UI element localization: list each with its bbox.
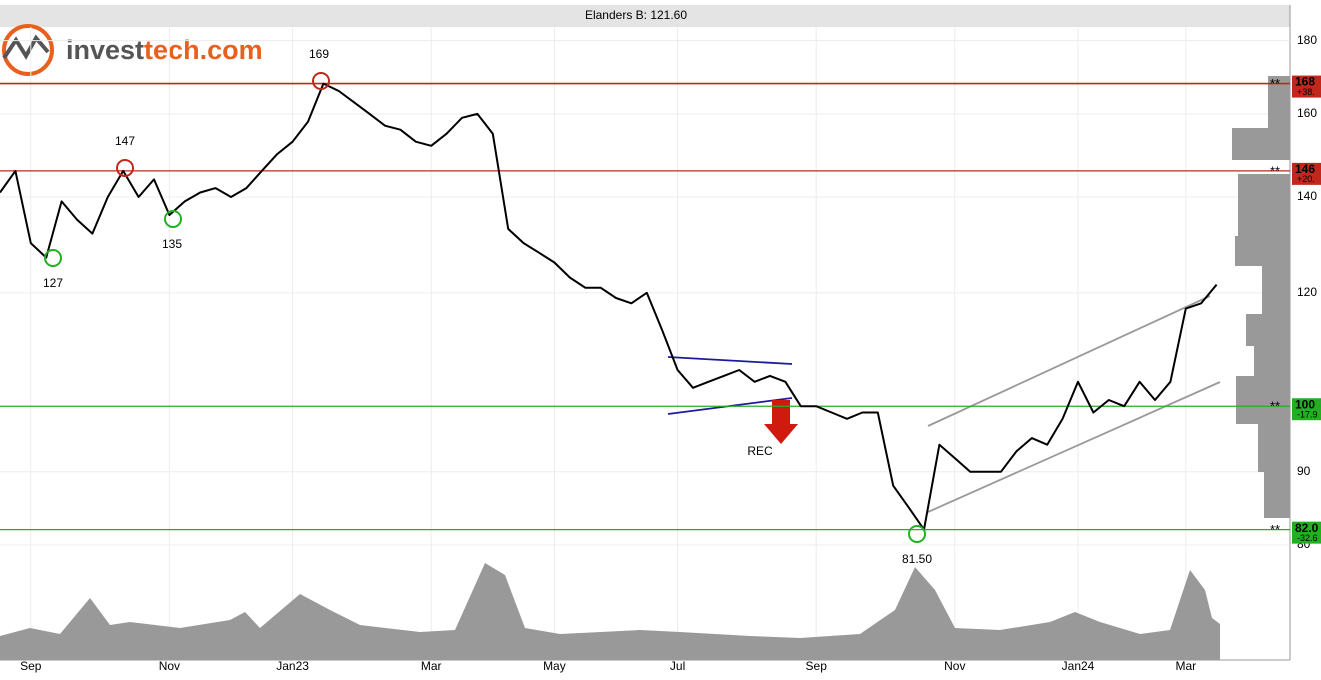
signal-circle	[116, 159, 134, 177]
x-tick-label: Jan23	[276, 659, 309, 673]
x-tick-label: May	[543, 659, 566, 673]
level-tag	[1292, 75, 1321, 98]
x-tick-label: Sep	[806, 659, 828, 673]
profile-bar	[1264, 472, 1290, 518]
logo-text: investtech.com	[66, 35, 263, 65]
y-tick-label: 90	[1297, 464, 1311, 478]
y-tick-label: 160	[1297, 106, 1317, 120]
volume-area	[0, 563, 1220, 660]
y-tick-label: 120	[1297, 285, 1317, 299]
annotation: 127	[43, 276, 63, 290]
channel-line	[927, 381, 1221, 513]
level-marker: **	[1270, 163, 1280, 178]
x-tick-label: Nov	[944, 659, 965, 673]
annotation: 147	[115, 134, 135, 148]
profile-bar	[1254, 346, 1290, 376]
annotation: 135	[162, 237, 182, 251]
y-tick-label: 140	[1297, 189, 1317, 203]
x-tick-label: Jul	[670, 659, 685, 673]
signal-circle	[908, 525, 926, 543]
level-label: 100	[1295, 397, 1315, 411]
profile-bar	[1262, 266, 1290, 314]
profile-bar	[1232, 128, 1290, 160]
level-marker: **	[1270, 522, 1280, 537]
profile-bar	[1246, 314, 1290, 346]
level-change: -32.6	[1297, 533, 1318, 543]
y-tick-label: 180	[1297, 33, 1317, 47]
annotation: 169	[309, 47, 329, 61]
level-change: -17.9	[1297, 410, 1318, 420]
triangle-line	[667, 356, 793, 365]
profile-bar	[1238, 174, 1290, 236]
signal-circle	[44, 249, 62, 267]
profile-bar	[1235, 236, 1290, 266]
header-bar	[0, 5, 1290, 27]
logo: investtech.com	[2, 24, 263, 76]
signal-circle	[312, 72, 330, 90]
level-change: +38.	[1297, 87, 1315, 97]
sell-arrow	[764, 400, 798, 444]
level-marker: **	[1270, 399, 1280, 414]
logo-prefix: invest	[66, 35, 144, 65]
x-tick-label: Sep	[20, 659, 42, 673]
level-marker: **	[1270, 76, 1280, 91]
level-tag	[1292, 162, 1321, 185]
profile-bar	[1236, 376, 1290, 424]
level-change: +20.	[1297, 174, 1315, 184]
annotation: REC	[747, 444, 773, 458]
level-label: 82.0	[1295, 521, 1319, 535]
logo-ring	[2, 24, 54, 76]
x-tick-label: Nov	[159, 659, 180, 673]
profile-bar	[1258, 424, 1290, 472]
chart-title: Elanders B: 121.60	[585, 8, 687, 22]
level-tag	[1292, 521, 1321, 544]
profile-bar	[1268, 76, 1290, 128]
logo-mark	[2, 34, 50, 60]
volume-profile	[1232, 76, 1290, 518]
channel-line	[927, 295, 1211, 427]
annotation: 81.50	[902, 552, 932, 566]
price-line	[0, 82, 1218, 531]
level-label: 168	[1295, 75, 1315, 89]
level-label: 146	[1295, 162, 1315, 176]
x-tick-label: Jan24	[1062, 659, 1095, 673]
level-tag	[1292, 398, 1321, 421]
x-tick-label: Mar	[1175, 659, 1196, 673]
x-tick-label: Mar	[421, 659, 442, 673]
logo-suffix: tech.com	[144, 35, 263, 65]
signal-circle	[164, 210, 182, 228]
